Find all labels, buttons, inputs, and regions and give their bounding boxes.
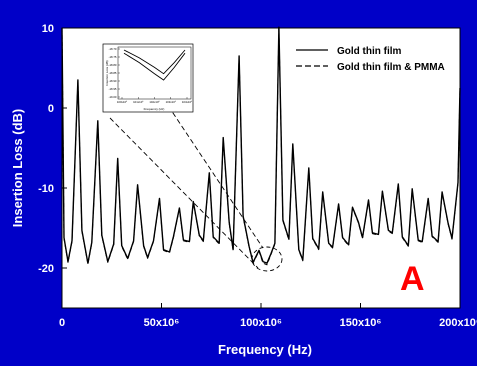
inset-chart: -18.70 -18.75 -18.80 -18.85 -18.90 -18.95 -19.… [102,43,194,113]
x-tick-label: 50x10⁶ [144,317,180,329]
inset-plot-area [117,46,192,100]
y-tick-label: 10 [42,23,54,35]
callout-line-bottom [109,117,259,269]
inset-y-tick-label: -18.80 [109,63,117,67]
x-tick-label: 150x10⁶ [340,317,382,329]
x-tick-label: 0 [59,317,65,329]
legend: Gold thin film Gold thin film & PMMA [296,46,445,73]
y-tick-label: 0 [48,103,54,115]
inset-y-tick-label: -18.85 [109,71,117,75]
y-tick-label: -20 [38,263,54,275]
inset-x-tick-label: 101x10⁶ [133,100,143,104]
inset-x-tick-label: 103x10⁶ [166,100,176,104]
legend-label-gold-pmma: Gold thin film & PMMA [337,62,445,73]
inset-y-tick-label: -18.90 [109,79,117,83]
y-axis-label: Insertion Loss (dB) [10,109,25,227]
x-tick-label: 200x10⁶ [439,317,477,329]
inset-y-tick-label: -18.95 [109,87,117,91]
callout-ellipse [251,246,283,272]
inset-y-axis: -18.70 -18.75 -18.80 -18.85 -18.90 -18.95 -19.… [109,47,120,99]
x-axis: 0 50x10⁶ 100x10⁶ 150x10⁶ 200x10⁶ [59,303,477,329]
series-layer [61,26,461,266]
inset-x-tick-label: 100x10⁶ [117,100,127,104]
inset-series-line-gold-thin-film-pmma [123,52,186,81]
inset-series-layer [123,49,186,81]
inset-x-tick-label: 104x10⁶ [182,100,192,104]
callout-line-top [154,85,264,249]
inset-x-axis: 100x10⁶ 101x10⁶ 102x10⁶ 103x10⁶ 104x10⁶ [117,97,192,104]
panel-letter: A [400,260,425,298]
y-axis: 10 0 -10 -20 [38,23,67,275]
inset-series-line-gold-thin-film [123,49,186,75]
inset-x-tick-label: 102x10⁶ [149,100,159,104]
inset-x-label: Frequency (Hz) [144,107,165,111]
y-tick-label: -10 [38,183,54,195]
x-tick-label: 100x10⁶ [240,317,282,329]
inset-y-label: Insertion Loss (dB) [105,60,109,85]
x-axis-label: Frequency (Hz) [218,342,312,357]
legend-label-gold-thin-film: Gold thin film [337,46,402,57]
inset-y-tick-label: -18.75 [109,55,117,59]
inset-y-tick-label: -18.70 [109,47,117,51]
series-line-gold-thin-film-pmma [61,27,461,266]
inset-y-tick-label: -19.00 [109,95,117,99]
